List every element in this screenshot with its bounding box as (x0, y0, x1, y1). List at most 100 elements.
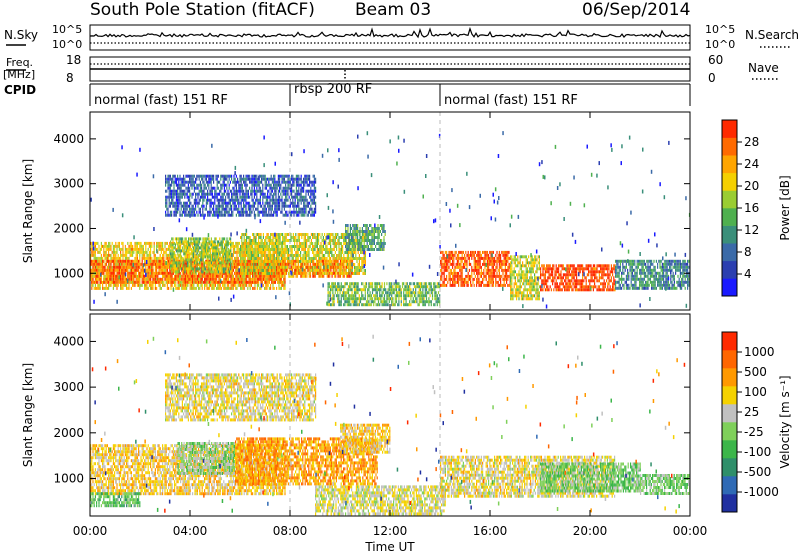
power-cell (375, 245, 376, 248)
power-cell (168, 263, 169, 266)
power-cell (128, 263, 129, 266)
power-cell (350, 266, 351, 269)
power-cell (142, 263, 143, 266)
power-cell (188, 270, 189, 273)
power-cell (251, 260, 252, 263)
power-cell (192, 284, 193, 287)
power-cell (137, 248, 138, 251)
power-cell (296, 257, 297, 260)
power-cell (168, 272, 169, 275)
power-cell (108, 248, 109, 251)
power-cell (116, 269, 117, 272)
power-cell (380, 248, 381, 251)
power-cell (376, 227, 377, 230)
power-cell (106, 275, 107, 278)
power-cell (174, 261, 175, 264)
power-cell (91, 245, 92, 248)
power-cell (373, 233, 374, 236)
power-cell (118, 266, 119, 269)
power-cell (204, 281, 205, 284)
power-cell (250, 272, 251, 275)
power-cell (162, 257, 163, 260)
power-cell (342, 260, 343, 263)
power-cell (126, 254, 127, 257)
power-cell (282, 260, 283, 263)
power-cell (100, 257, 101, 260)
power-cell (338, 294, 339, 297)
power-cell (206, 237, 207, 240)
power-cell (272, 275, 273, 278)
power-cell (281, 284, 282, 287)
power-cell (94, 269, 95, 272)
power-cell (225, 252, 226, 255)
power-cell (230, 270, 231, 273)
power-cell (198, 258, 199, 261)
power-cell (180, 258, 181, 261)
power-cell (359, 233, 360, 236)
power-cell (160, 245, 161, 248)
power-cell (210, 267, 211, 270)
power-cell (157, 263, 158, 266)
power-cell (150, 248, 151, 251)
power-cell (342, 245, 343, 248)
power-cell (296, 272, 297, 275)
power-cell (278, 272, 279, 275)
power-cell (166, 275, 167, 278)
power-cell (178, 267, 179, 270)
power-cell (248, 263, 249, 266)
power-cell (206, 252, 207, 255)
power-cell (192, 281, 193, 284)
power-cell (113, 251, 114, 254)
power-cell (139, 278, 140, 281)
power-cell (253, 275, 254, 278)
power-cell (248, 257, 249, 260)
power-cell (246, 251, 247, 254)
power-cell (296, 260, 297, 263)
power-cell (139, 248, 140, 251)
power-cell (347, 227, 348, 230)
power-cell (190, 284, 191, 287)
power-cell (343, 297, 344, 300)
power-cell (175, 246, 176, 249)
power-cell (196, 264, 197, 267)
power-cell (205, 261, 206, 264)
power-cell (359, 272, 360, 275)
power-cell (358, 263, 359, 266)
power-cell (342, 294, 343, 297)
power-cell (162, 254, 163, 257)
power-cell (101, 254, 102, 257)
power-cell (343, 254, 344, 257)
power-cell (367, 233, 368, 236)
power-cell (206, 281, 207, 284)
power-cell (288, 239, 289, 242)
power-cell (241, 239, 242, 242)
power-cell (311, 248, 312, 251)
power-cell (220, 240, 221, 243)
power-cell (263, 251, 264, 254)
power-cell (294, 248, 295, 251)
power-cell (276, 266, 277, 269)
power-cell (102, 281, 103, 284)
power-cell (259, 248, 260, 251)
power-cell (310, 266, 311, 269)
power-cell (251, 278, 252, 281)
power-cell (379, 248, 380, 251)
count-strip-traces (90, 29, 690, 43)
power-cell (297, 260, 298, 263)
power-cell (373, 239, 374, 242)
power-cell (139, 266, 140, 269)
power-cell (281, 257, 282, 260)
power-cell (161, 257, 162, 260)
power-cell (365, 245, 366, 248)
power-cell (199, 287, 200, 290)
power-cell (287, 266, 288, 269)
power-cell (211, 261, 212, 264)
power-cell (244, 251, 245, 254)
power-cell (383, 242, 384, 245)
power-cell (238, 272, 239, 275)
power-cell (196, 258, 197, 261)
power-cell (323, 236, 324, 239)
power-cell (265, 257, 266, 260)
power-cell (142, 281, 143, 284)
power-cell (214, 284, 215, 287)
